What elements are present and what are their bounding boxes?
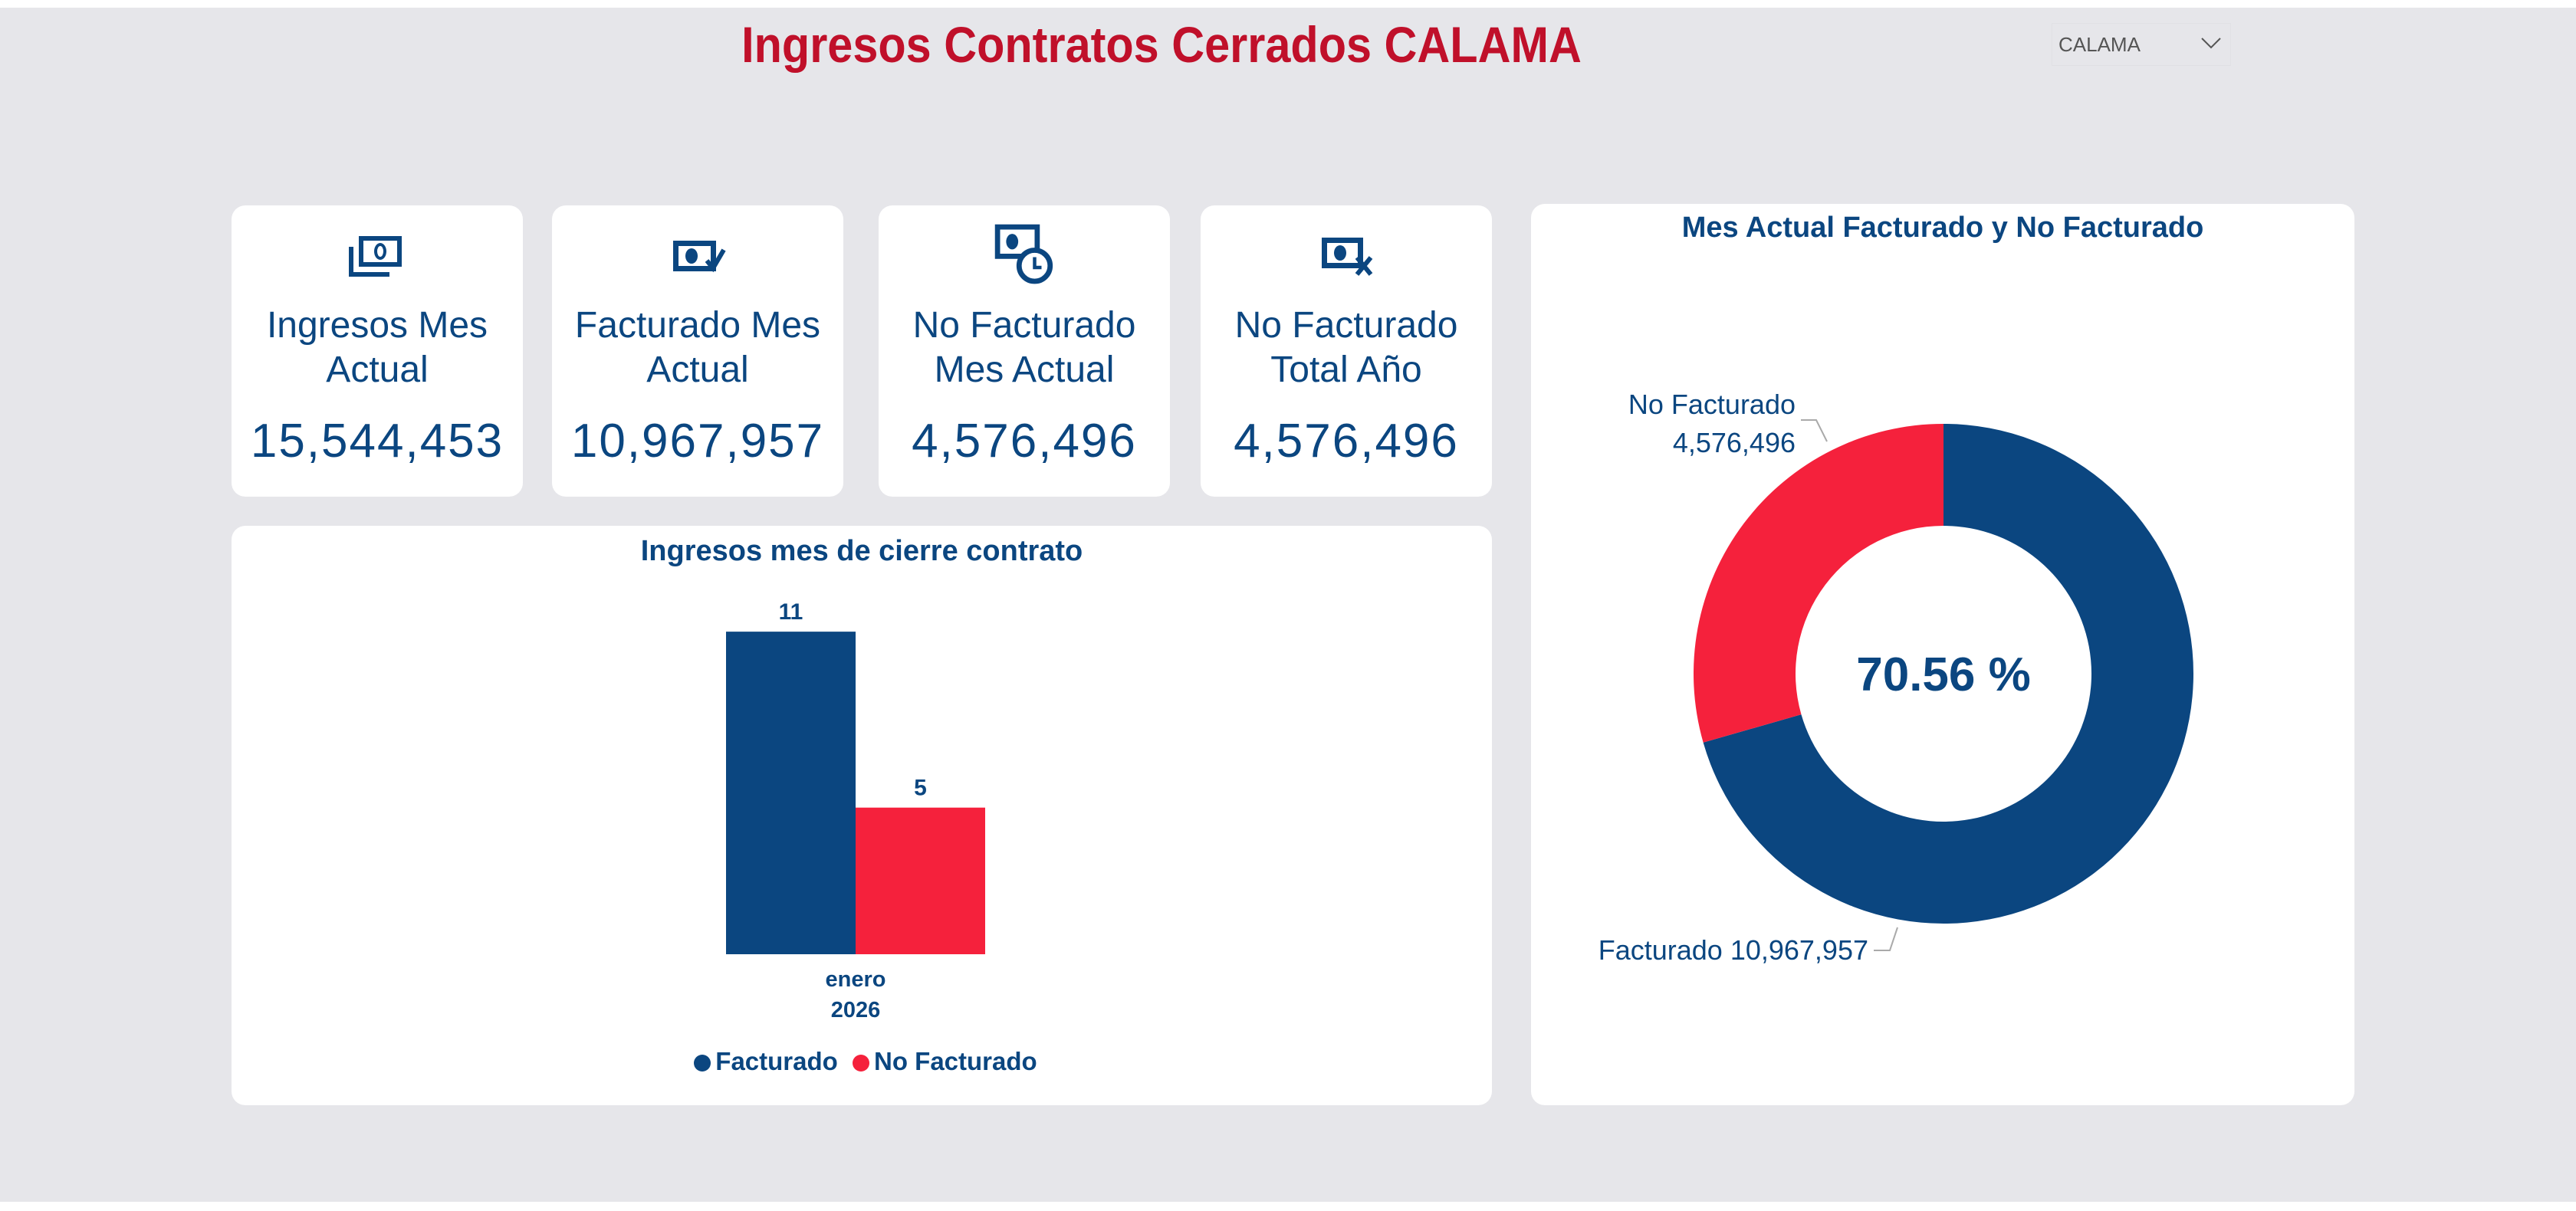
kpi-label: Ingresos Mes Actual [266,305,488,390]
chevron-down-icon [2201,38,2221,49]
donut-center-label: 70.56 % [1856,648,2031,701]
bar-chart: 11 5 enero 2026 [726,599,985,1022]
bottom-strip [0,1202,2576,1211]
bar-chart-card: Ingresos mes de cierre contrato 11 5 enero… [232,526,1492,1105]
kpi-value: 4,576,496 [1234,415,1459,468]
money-x-icon [1322,238,1373,276]
donut-label-no-facturado-name: No Facturado [1628,389,1796,420]
donut-chart-card: Mes Actual Facturado y No Facturado 70.5… [1531,204,2354,1105]
donut-leader-line [1801,419,1828,442]
kpi-card-facturado-mes-actual: Facturado Mes Actual 10,967,957 [552,205,843,497]
donut-chart-title: Mes Actual Facturado y No Facturado [1681,212,2204,244]
bar-facturado[interactable] [726,632,856,954]
kpi-label: Facturado Mes Actual [574,305,821,390]
donut-chart: 70.56 % No Facturado 4,576,496 Facturado 10… [1598,389,2193,966]
legend-label-facturado[interactable]: Facturado [715,1047,838,1075]
kpi-card-no-facturado-mes-actual: No Facturado Mes Actual 4,576,496 [879,205,1170,497]
x-tick-label: 2026 [831,998,881,1022]
city-filter-value: CALAMA [2058,32,2141,56]
money-check-icon [673,241,726,273]
bar-chart-title: Ingresos mes de cierre contrato [640,535,1083,567]
bar-data-label: 5 [914,776,927,801]
top-strip [0,0,2576,8]
legend-label-no-facturado[interactable]: No Facturado [874,1047,1037,1075]
kpi-label: No Facturado Total Año [1234,305,1458,390]
bar-chart-legend: Facturado No Facturado [232,1047,1492,1076]
bar-no-facturado[interactable] [856,807,985,954]
bar-data-label: 11 [779,599,803,625]
money-stack-icon [349,236,402,277]
donut-leader-line [1874,927,1898,951]
kpi-card-ingresos-mes-actual: Ingresos Mes Actual 15,544,453 [232,205,523,497]
money-clock-icon [994,224,1053,284]
legend-dot-no-facturado [853,1055,869,1072]
x-tick-label: enero [826,967,886,992]
kpi-value: 10,967,957 [570,415,825,468]
legend-dot-facturado [694,1055,711,1072]
kpi-card-no-facturado-total-ano: No Facturado Total Año 4,576,496 [1201,205,1492,497]
kpi-value: 15,544,453 [250,415,504,468]
page-title: Ingresos Contratos Cerrados CALAMA [741,16,1582,73]
donut-label-facturado: Facturado 10,967,957 [1598,934,1868,966]
kpi-value: 4,576,496 [912,415,1137,468]
kpi-label: No Facturado Mes Actual [912,305,1136,390]
donut-label-no-facturado-value: 4,576,496 [1673,427,1796,458]
donut-slice-facturado[interactable] [1703,424,2193,924]
donut-slice-no-facturado[interactable] [1694,423,1944,743]
city-filter-dropdown[interactable]: CALAMA [2052,23,2231,66]
